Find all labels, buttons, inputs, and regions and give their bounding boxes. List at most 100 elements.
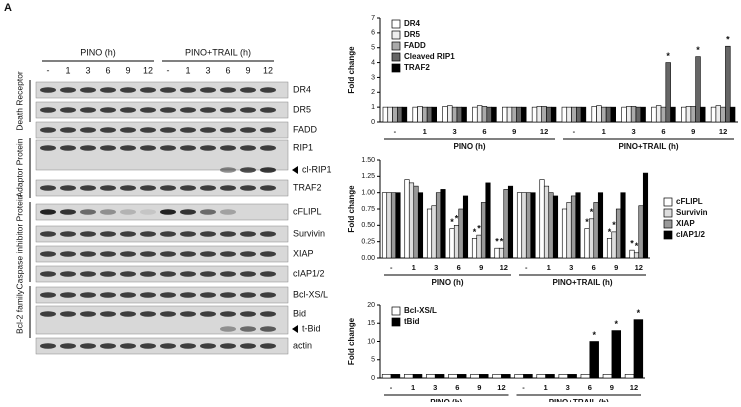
significance-mark: * <box>608 227 612 237</box>
bar <box>543 185 550 259</box>
band <box>260 251 276 257</box>
bar <box>395 192 401 259</box>
legend-swatch <box>663 208 673 218</box>
bar <box>536 374 546 379</box>
bar <box>447 105 453 123</box>
band <box>240 167 256 173</box>
bar <box>417 106 423 123</box>
band <box>200 292 216 298</box>
band <box>200 209 216 215</box>
bar <box>485 182 491 259</box>
x-tick-label: - <box>522 383 525 392</box>
significance-mark: * <box>473 227 477 237</box>
band <box>180 127 196 133</box>
significance-mark: * <box>477 224 481 234</box>
band <box>160 231 176 237</box>
band <box>220 292 236 298</box>
bar <box>413 185 419 259</box>
x-tick-label: 12 <box>540 127 548 136</box>
bar <box>412 374 423 379</box>
bar <box>611 330 622 379</box>
y-tick-label: 3 <box>371 74 375 81</box>
bar <box>491 106 497 123</box>
band <box>200 311 216 317</box>
x-tick-label: 3 <box>566 383 570 392</box>
bar <box>561 208 568 259</box>
band <box>220 209 236 215</box>
band <box>160 209 176 215</box>
band <box>240 231 256 237</box>
band-label: RIP1 <box>293 142 313 152</box>
band-label: DR5 <box>293 104 311 114</box>
x-tick-label: - <box>390 263 393 272</box>
bar <box>386 192 392 259</box>
band <box>240 292 256 298</box>
bar <box>435 192 442 259</box>
bar <box>472 106 478 123</box>
band <box>60 311 76 317</box>
group-label: PINO+TRAIL (h) <box>618 142 678 151</box>
bar <box>462 195 469 259</box>
y-tick-label: 0.50 <box>361 222 375 229</box>
x-tick-label: - <box>525 263 528 272</box>
legend-label: cIAP1/2 <box>676 230 705 239</box>
band <box>240 87 256 93</box>
lane-label: 3 <box>85 65 90 75</box>
y-tick-label: 4 <box>371 59 375 66</box>
x-tick-label: 1 <box>602 127 606 136</box>
bar <box>633 319 644 379</box>
legend-label: Cleaved RIP1 <box>404 52 455 61</box>
band <box>120 87 136 93</box>
y-tick-label: 5 <box>371 45 375 52</box>
band <box>200 231 216 237</box>
bar <box>621 106 627 123</box>
bar <box>523 374 533 379</box>
bar <box>397 106 403 123</box>
bar <box>626 106 632 123</box>
band <box>180 87 196 93</box>
y-tick-label: 1 <box>371 104 375 111</box>
significance-mark: * <box>615 319 619 329</box>
band <box>80 311 96 317</box>
bar <box>624 374 635 379</box>
bar <box>635 106 642 123</box>
bar <box>387 106 393 123</box>
band <box>100 311 116 317</box>
legend-label: cFLIPL <box>676 197 703 206</box>
legend-swatch <box>391 317 401 327</box>
bar <box>610 106 616 123</box>
x-tick-label: 9 <box>610 383 614 392</box>
bar <box>494 247 500 259</box>
band <box>180 209 196 215</box>
band <box>60 251 76 257</box>
band <box>260 292 276 298</box>
band-label: XIAP <box>293 248 314 258</box>
band <box>160 271 176 277</box>
bar <box>700 106 706 123</box>
band <box>160 87 176 93</box>
bar <box>588 218 595 259</box>
band <box>100 251 116 257</box>
band <box>260 271 276 277</box>
significance-mark: * <box>637 308 641 318</box>
x-tick-label: 3 <box>631 127 635 136</box>
band <box>240 251 256 257</box>
band <box>100 107 116 113</box>
bar <box>615 208 622 259</box>
band <box>40 87 56 93</box>
bar <box>597 192 604 259</box>
bar <box>481 106 488 123</box>
lane-label: 3 <box>205 65 210 75</box>
band <box>60 145 76 151</box>
bar <box>502 106 508 123</box>
band <box>140 292 156 298</box>
bar <box>498 247 505 259</box>
bar <box>611 231 617 259</box>
lane-label: - <box>47 65 50 75</box>
band <box>220 311 236 317</box>
x-tick-label: 9 <box>512 127 516 136</box>
band <box>220 343 236 349</box>
x-tick-label: 1 <box>412 263 416 272</box>
band-label: FADD <box>293 124 318 134</box>
bar <box>548 192 554 259</box>
